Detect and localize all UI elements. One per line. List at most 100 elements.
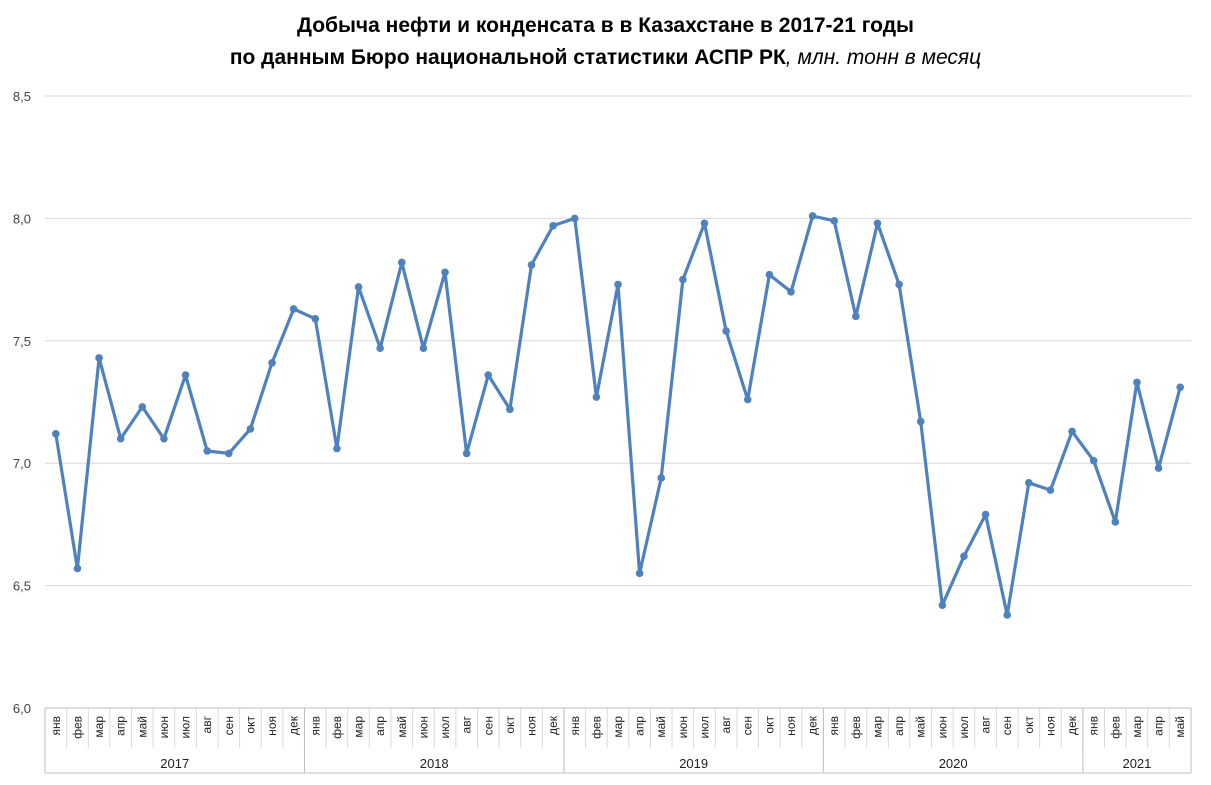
x-tick-year: 2019 (679, 756, 708, 771)
x-tick-month: ноя (1043, 716, 1057, 736)
y-tick-label: 6,5 (13, 579, 31, 594)
x-tick-month: апр (114, 716, 128, 736)
x-tick-month: июн (676, 716, 690, 738)
data-point (1176, 383, 1184, 392)
data-point (138, 403, 147, 411)
data-point (484, 371, 493, 379)
data-point (160, 434, 168, 443)
series-line (54, 214, 1182, 617)
y-tick-label: 7,0 (13, 456, 31, 471)
data-point (116, 434, 125, 443)
y-tick-label: 8,0 (13, 211, 31, 226)
x-tick-month: фев (330, 716, 344, 739)
data-point (1025, 478, 1033, 487)
x-tick-month: июн (157, 716, 171, 738)
x-tick-month: дек (1065, 715, 1079, 735)
x-tick-month: май (1173, 716, 1187, 738)
x-tick-month: янв (49, 716, 63, 736)
x-tick-month: авг (200, 715, 214, 733)
x-tick-month: июл (179, 716, 193, 738)
data-point (722, 327, 730, 335)
x-tick-month: ноя (265, 716, 279, 736)
data-point (224, 449, 233, 458)
x-tick-month: апр (633, 716, 647, 736)
data-point (873, 219, 882, 228)
y-tick-label: 6,0 (13, 701, 31, 716)
data-point (95, 354, 103, 362)
x-tick-month: дек (287, 715, 301, 735)
data-point (419, 344, 428, 352)
data-point (743, 395, 752, 404)
data-point (333, 444, 341, 453)
data-point (570, 214, 579, 223)
data-point (1154, 464, 1163, 472)
x-tick-month: сен (222, 716, 236, 735)
x-tick-month: окт (1022, 716, 1036, 734)
data-point (808, 212, 817, 220)
data-point (1003, 611, 1012, 619)
x-tick-month: ноя (784, 716, 798, 736)
x-tick-month: июн (416, 716, 430, 738)
x-tick-year: 2020 (939, 756, 968, 771)
y-tick-label: 7,5 (13, 334, 31, 349)
x-tick-year: 2018 (420, 756, 449, 771)
chart-title-line1: Добыча нефти и конденсата в в Казахстане… (296, 14, 914, 37)
data-point (765, 270, 774, 279)
data-point (960, 552, 968, 561)
chart-title-line2: по данным Бюро национальной статистики А… (0, 42, 1211, 74)
data-point (246, 425, 255, 433)
data-point (289, 305, 298, 313)
data-point (181, 371, 190, 379)
x-tick-month: фев (1108, 716, 1122, 739)
data-point (1046, 486, 1055, 494)
data-point (268, 359, 276, 367)
x-tick-month: окт (243, 716, 257, 734)
x-tick-month: апр (892, 716, 906, 736)
data-point (203, 447, 211, 455)
x-tick-month: янв (1087, 716, 1101, 736)
data-point (679, 275, 687, 284)
data-point (635, 569, 644, 578)
data-point (52, 430, 60, 438)
data-point (1068, 427, 1076, 436)
data-point (700, 219, 709, 228)
x-tick-month: дек (806, 715, 820, 735)
data-point (787, 288, 795, 296)
x-tick-month: янв (308, 716, 322, 736)
x-tick-month: авг (719, 715, 733, 733)
x-tick-month: авг (979, 715, 993, 733)
data-point (1133, 378, 1141, 387)
x-tick-month: май (654, 716, 668, 738)
data-point (376, 344, 384, 352)
data-point (830, 217, 839, 225)
data-point (354, 283, 363, 291)
x-tick-month: июл (697, 716, 711, 738)
chart-title-unit: , млн. тонн в месяц (785, 46, 982, 69)
x-tick-month: сен (481, 716, 495, 735)
data-point (506, 405, 514, 414)
x-tick-month: июл (438, 716, 452, 738)
x-tick-month: апр (1152, 716, 1166, 736)
data-point (549, 221, 557, 230)
x-tick-month: авг (460, 715, 474, 733)
chart-title-line2-main: по данным Бюро национальной статистики А… (229, 46, 786, 69)
x-tick-month: фев (589, 716, 603, 739)
data-point (614, 280, 622, 289)
data-point (1111, 518, 1120, 526)
data-point (311, 314, 320, 323)
y-tick-label: 8,5 (13, 89, 31, 104)
x-tick-month: дек (546, 715, 560, 735)
x-tick-month: янв (827, 716, 841, 736)
data-point (527, 261, 536, 269)
data-point (981, 510, 990, 519)
x-tick-month: фев (849, 716, 863, 739)
x-tick-month: май (135, 716, 149, 738)
data-point (592, 393, 601, 401)
data-point (397, 258, 406, 267)
data-point (916, 417, 925, 426)
x-tick-month: мар (352, 716, 366, 738)
x-tick-month: мар (611, 716, 625, 738)
chart-title: Добыча нефти и конденсата в в Казахстане… (0, 10, 1211, 74)
data-point (73, 564, 82, 573)
